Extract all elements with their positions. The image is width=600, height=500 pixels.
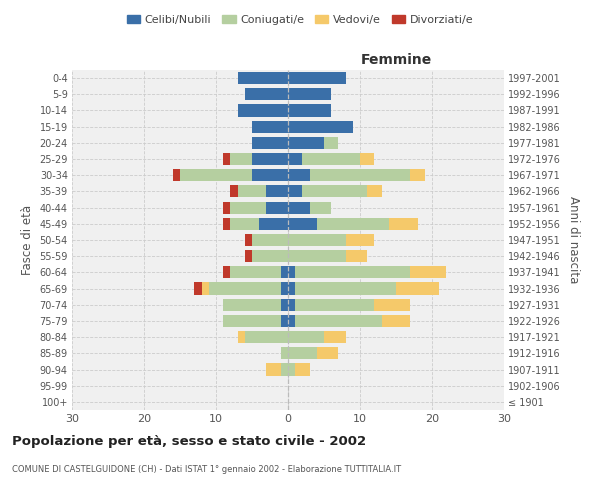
Bar xyxy=(173,169,180,181)
Bar xyxy=(281,315,288,327)
Bar xyxy=(245,250,252,262)
Bar xyxy=(202,282,209,294)
Bar xyxy=(288,315,295,327)
Bar xyxy=(230,266,281,278)
Bar xyxy=(266,364,281,376)
Bar xyxy=(288,169,310,181)
Bar xyxy=(288,104,331,117)
Bar xyxy=(288,120,353,132)
Bar xyxy=(410,266,446,278)
Bar xyxy=(288,72,346,84)
Bar xyxy=(374,298,410,311)
Bar xyxy=(266,202,288,213)
Bar xyxy=(288,282,295,294)
Bar xyxy=(238,72,288,84)
Bar xyxy=(295,315,382,327)
Bar xyxy=(230,218,259,230)
Bar xyxy=(281,348,288,360)
Bar xyxy=(223,266,230,278)
Bar xyxy=(281,282,288,294)
Bar xyxy=(317,218,389,230)
Bar xyxy=(288,202,310,213)
Bar xyxy=(230,202,266,213)
Bar xyxy=(223,315,281,327)
Bar xyxy=(324,137,338,149)
Text: COMUNE DI CASTELGUIDONE (CH) - Dati ISTAT 1° gennaio 2002 - Elaborazione TUTTITA: COMUNE DI CASTELGUIDONE (CH) - Dati ISTA… xyxy=(12,465,401,474)
Y-axis label: Anni di nascita: Anni di nascita xyxy=(568,196,580,284)
Bar xyxy=(288,88,331,101)
Bar xyxy=(346,234,374,246)
Bar xyxy=(281,298,288,311)
Bar xyxy=(288,364,295,376)
Text: Popolazione per età, sesso e stato civile - 2002: Popolazione per età, sesso e stato civil… xyxy=(12,435,366,448)
Bar xyxy=(245,331,288,343)
Bar xyxy=(245,88,288,101)
Bar xyxy=(245,234,252,246)
Bar xyxy=(288,137,324,149)
Bar xyxy=(223,153,230,165)
Bar xyxy=(209,282,281,294)
Bar xyxy=(194,282,202,294)
Bar xyxy=(252,153,288,165)
Bar xyxy=(223,202,230,213)
Bar xyxy=(230,153,252,165)
Bar xyxy=(238,331,245,343)
Bar xyxy=(252,169,288,181)
Bar xyxy=(295,298,374,311)
Bar xyxy=(288,298,295,311)
Bar xyxy=(281,266,288,278)
Bar xyxy=(288,331,324,343)
Bar xyxy=(238,104,288,117)
Bar xyxy=(360,153,374,165)
Bar xyxy=(252,250,288,262)
Bar xyxy=(310,202,331,213)
Bar xyxy=(266,186,288,198)
Bar xyxy=(295,364,310,376)
Bar xyxy=(367,186,382,198)
Bar xyxy=(223,218,230,230)
Bar xyxy=(252,120,288,132)
Bar xyxy=(288,218,317,230)
Bar xyxy=(288,250,346,262)
Legend: Celibi/Nubili, Coniugati/e, Vedovi/e, Divorziati/e: Celibi/Nubili, Coniugati/e, Vedovi/e, Di… xyxy=(122,10,478,29)
Bar xyxy=(223,298,281,311)
Bar xyxy=(324,331,346,343)
Text: Femmine: Femmine xyxy=(361,52,431,66)
Bar xyxy=(346,250,367,262)
Bar xyxy=(230,186,238,198)
Bar xyxy=(180,169,252,181)
Bar xyxy=(295,266,410,278)
Bar xyxy=(310,169,410,181)
Bar xyxy=(410,169,425,181)
Bar xyxy=(302,153,360,165)
Bar xyxy=(302,186,367,198)
Bar xyxy=(288,348,317,360)
Bar xyxy=(288,186,302,198)
Bar xyxy=(317,348,338,360)
Bar xyxy=(238,186,266,198)
Y-axis label: Fasce di età: Fasce di età xyxy=(21,205,34,275)
Bar xyxy=(252,234,288,246)
Bar xyxy=(288,153,302,165)
Bar xyxy=(252,137,288,149)
Bar xyxy=(259,218,288,230)
Bar xyxy=(396,282,439,294)
Bar xyxy=(281,364,288,376)
Bar xyxy=(382,315,410,327)
Bar xyxy=(288,234,346,246)
Bar xyxy=(389,218,418,230)
Bar xyxy=(288,266,295,278)
Bar xyxy=(295,282,396,294)
